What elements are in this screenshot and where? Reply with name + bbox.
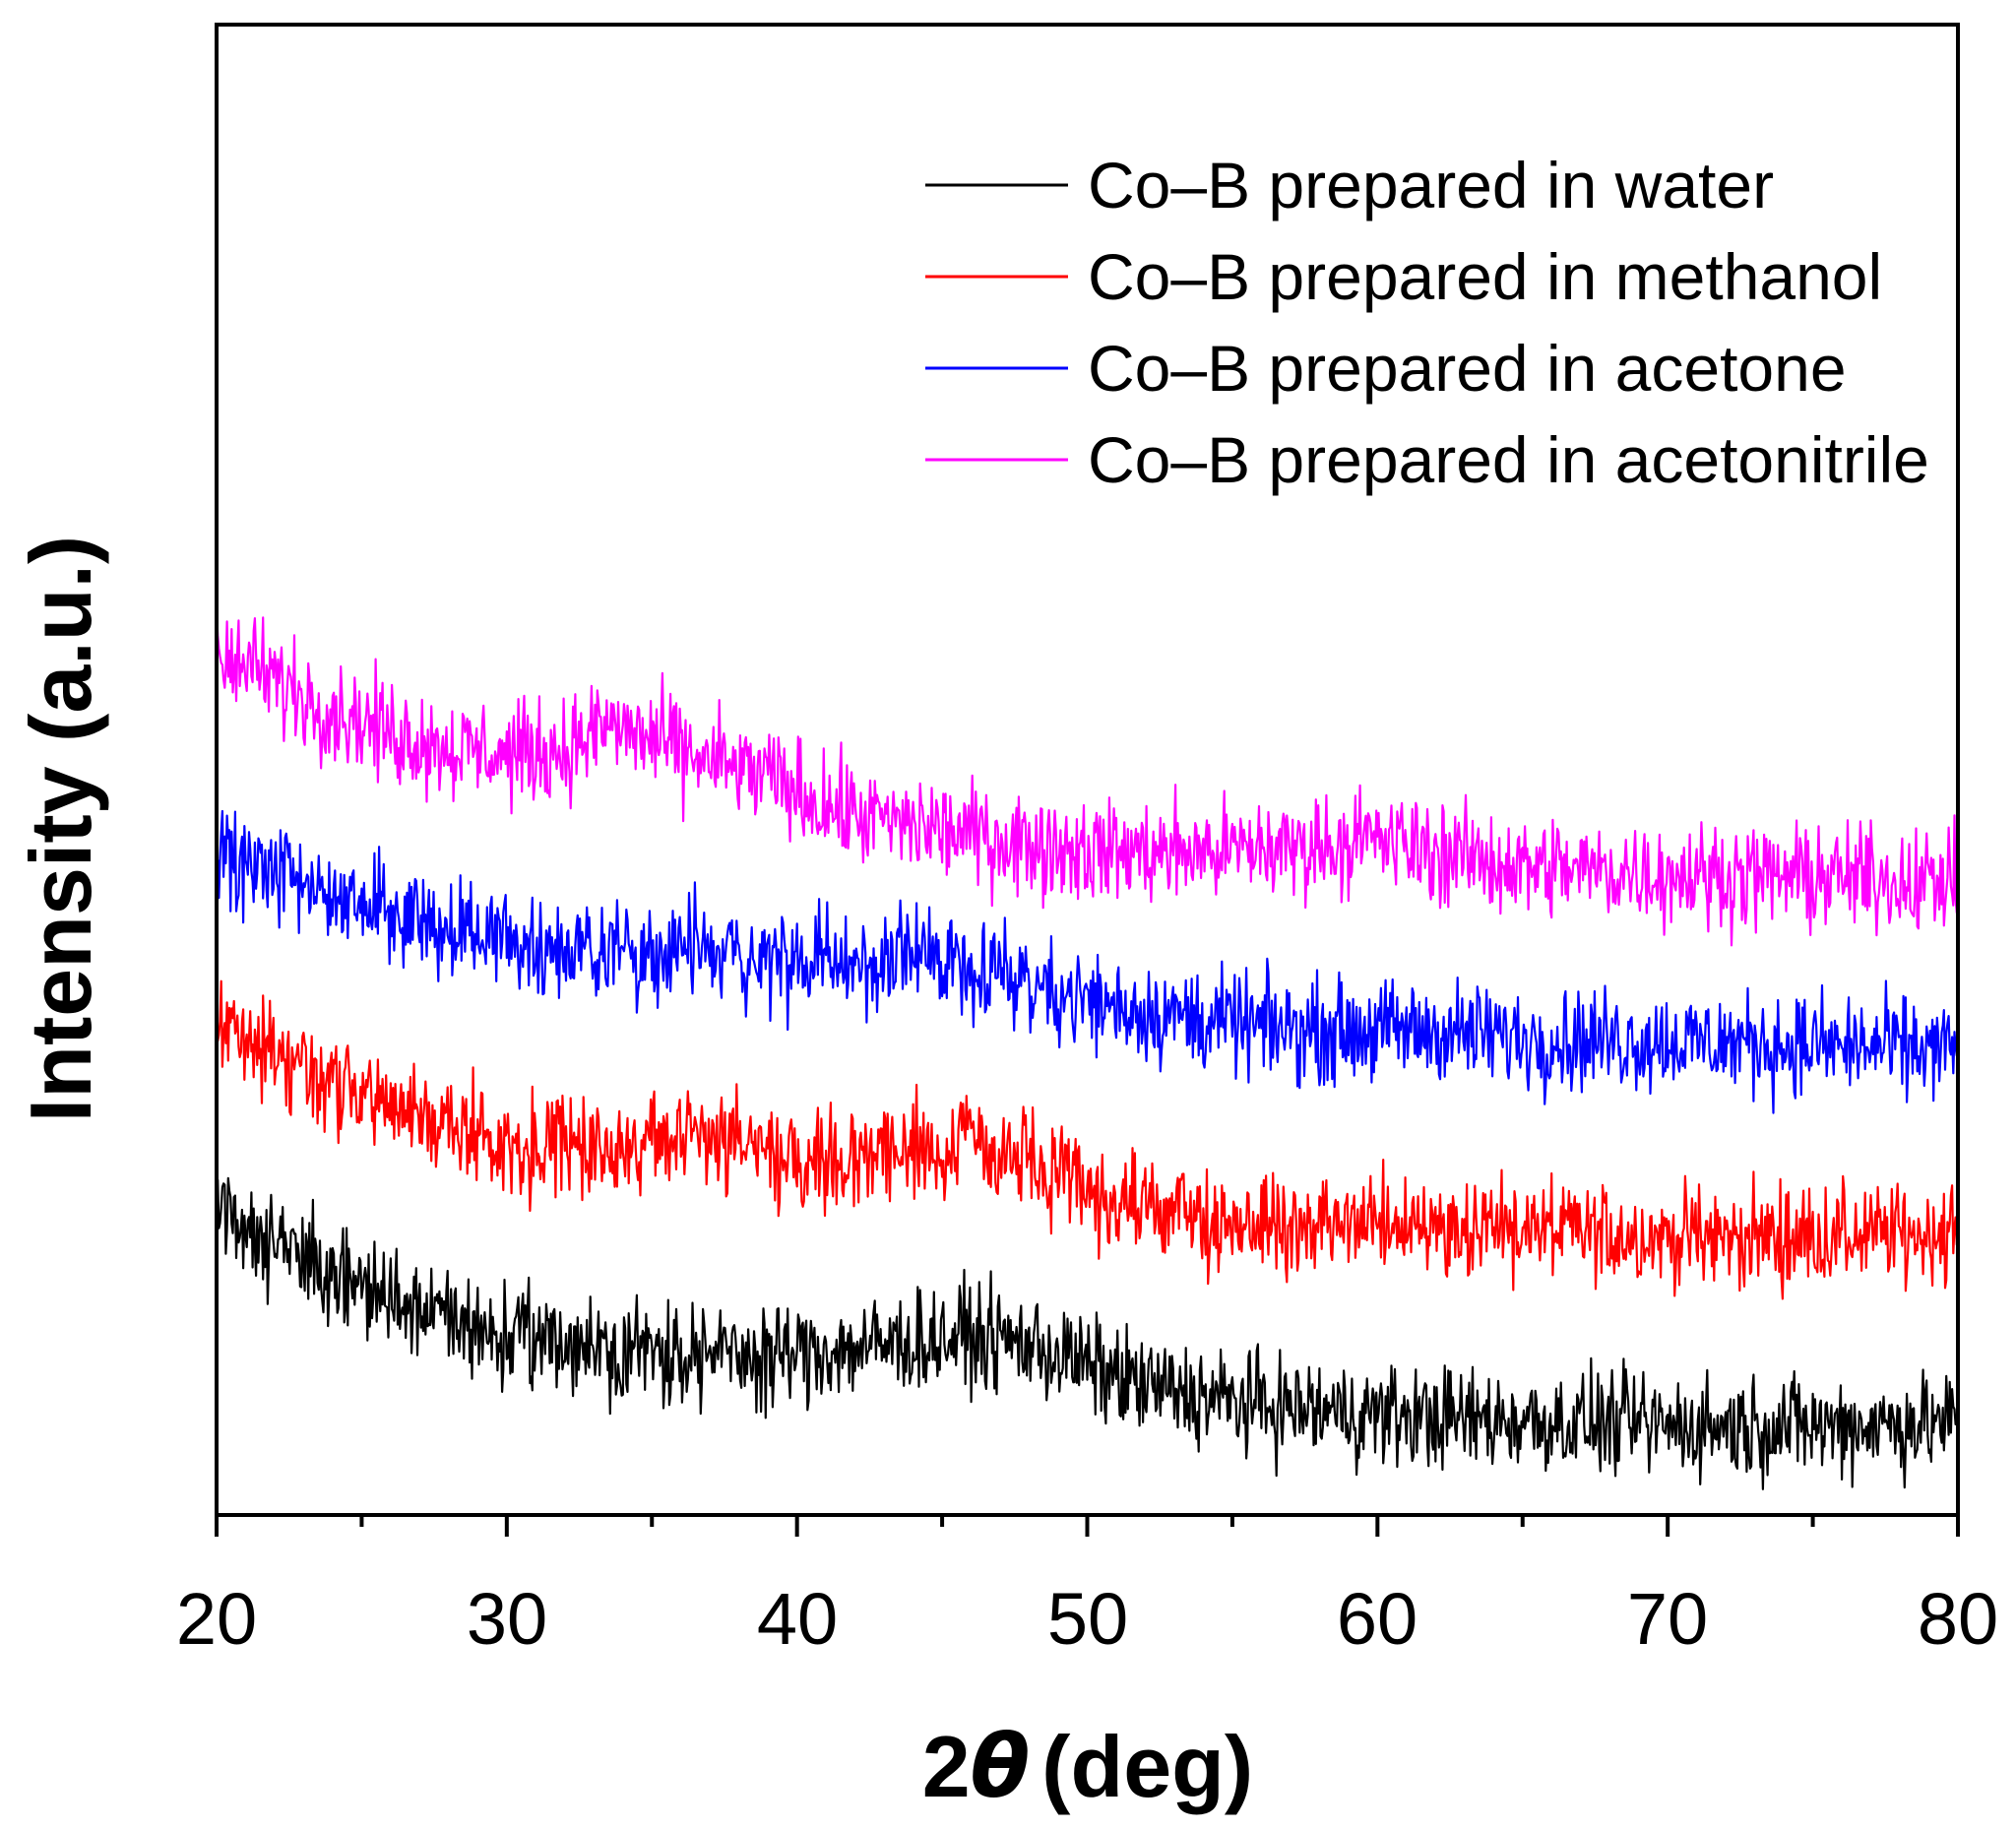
x-tick-label-80: 80 — [1918, 1578, 1998, 1660]
legend-label-methanol: Co–B prepared in methanol — [1088, 240, 1882, 313]
x-tick-label-30: 30 — [467, 1578, 547, 1660]
series-line-acetone — [215, 809, 1960, 1114]
x-tick-label-60: 60 — [1337, 1578, 1418, 1660]
x-axis-title: 2θ (deg) — [922, 1716, 1253, 1817]
x-tick-label-20: 20 — [176, 1578, 257, 1660]
legend-label-acetone: Co–B prepared in acetone — [1088, 332, 1847, 405]
x-tick-label-50: 50 — [1047, 1578, 1128, 1660]
legend-label-acetonitrile: Co–B prepared in acetonitrile — [1088, 423, 1929, 496]
x-axis-title-unit: (deg) — [1041, 1718, 1253, 1815]
x-axis-title-prefix: 2 — [922, 1718, 971, 1815]
y-axis-title: Intensity (a.u.) — [12, 536, 109, 1123]
series-line-water — [216, 1176, 1960, 1490]
legend: Co–B prepared in water Co–B prepared in … — [925, 149, 1929, 496]
x-tick-label-70: 70 — [1627, 1578, 1708, 1660]
x-axis-title-theta: θ — [971, 1716, 1030, 1817]
series-layer — [215, 608, 1960, 1490]
legend-label-water: Co–B prepared in water — [1088, 149, 1774, 221]
x-tick-label-40: 40 — [757, 1578, 838, 1660]
x-tick-labels: 20 30 40 50 60 70 80 — [176, 1578, 1998, 1660]
series-line-methanol — [215, 979, 1960, 1300]
series-line-acetonitrile — [215, 608, 1960, 947]
x-tick-marks — [215, 1515, 1960, 1537]
